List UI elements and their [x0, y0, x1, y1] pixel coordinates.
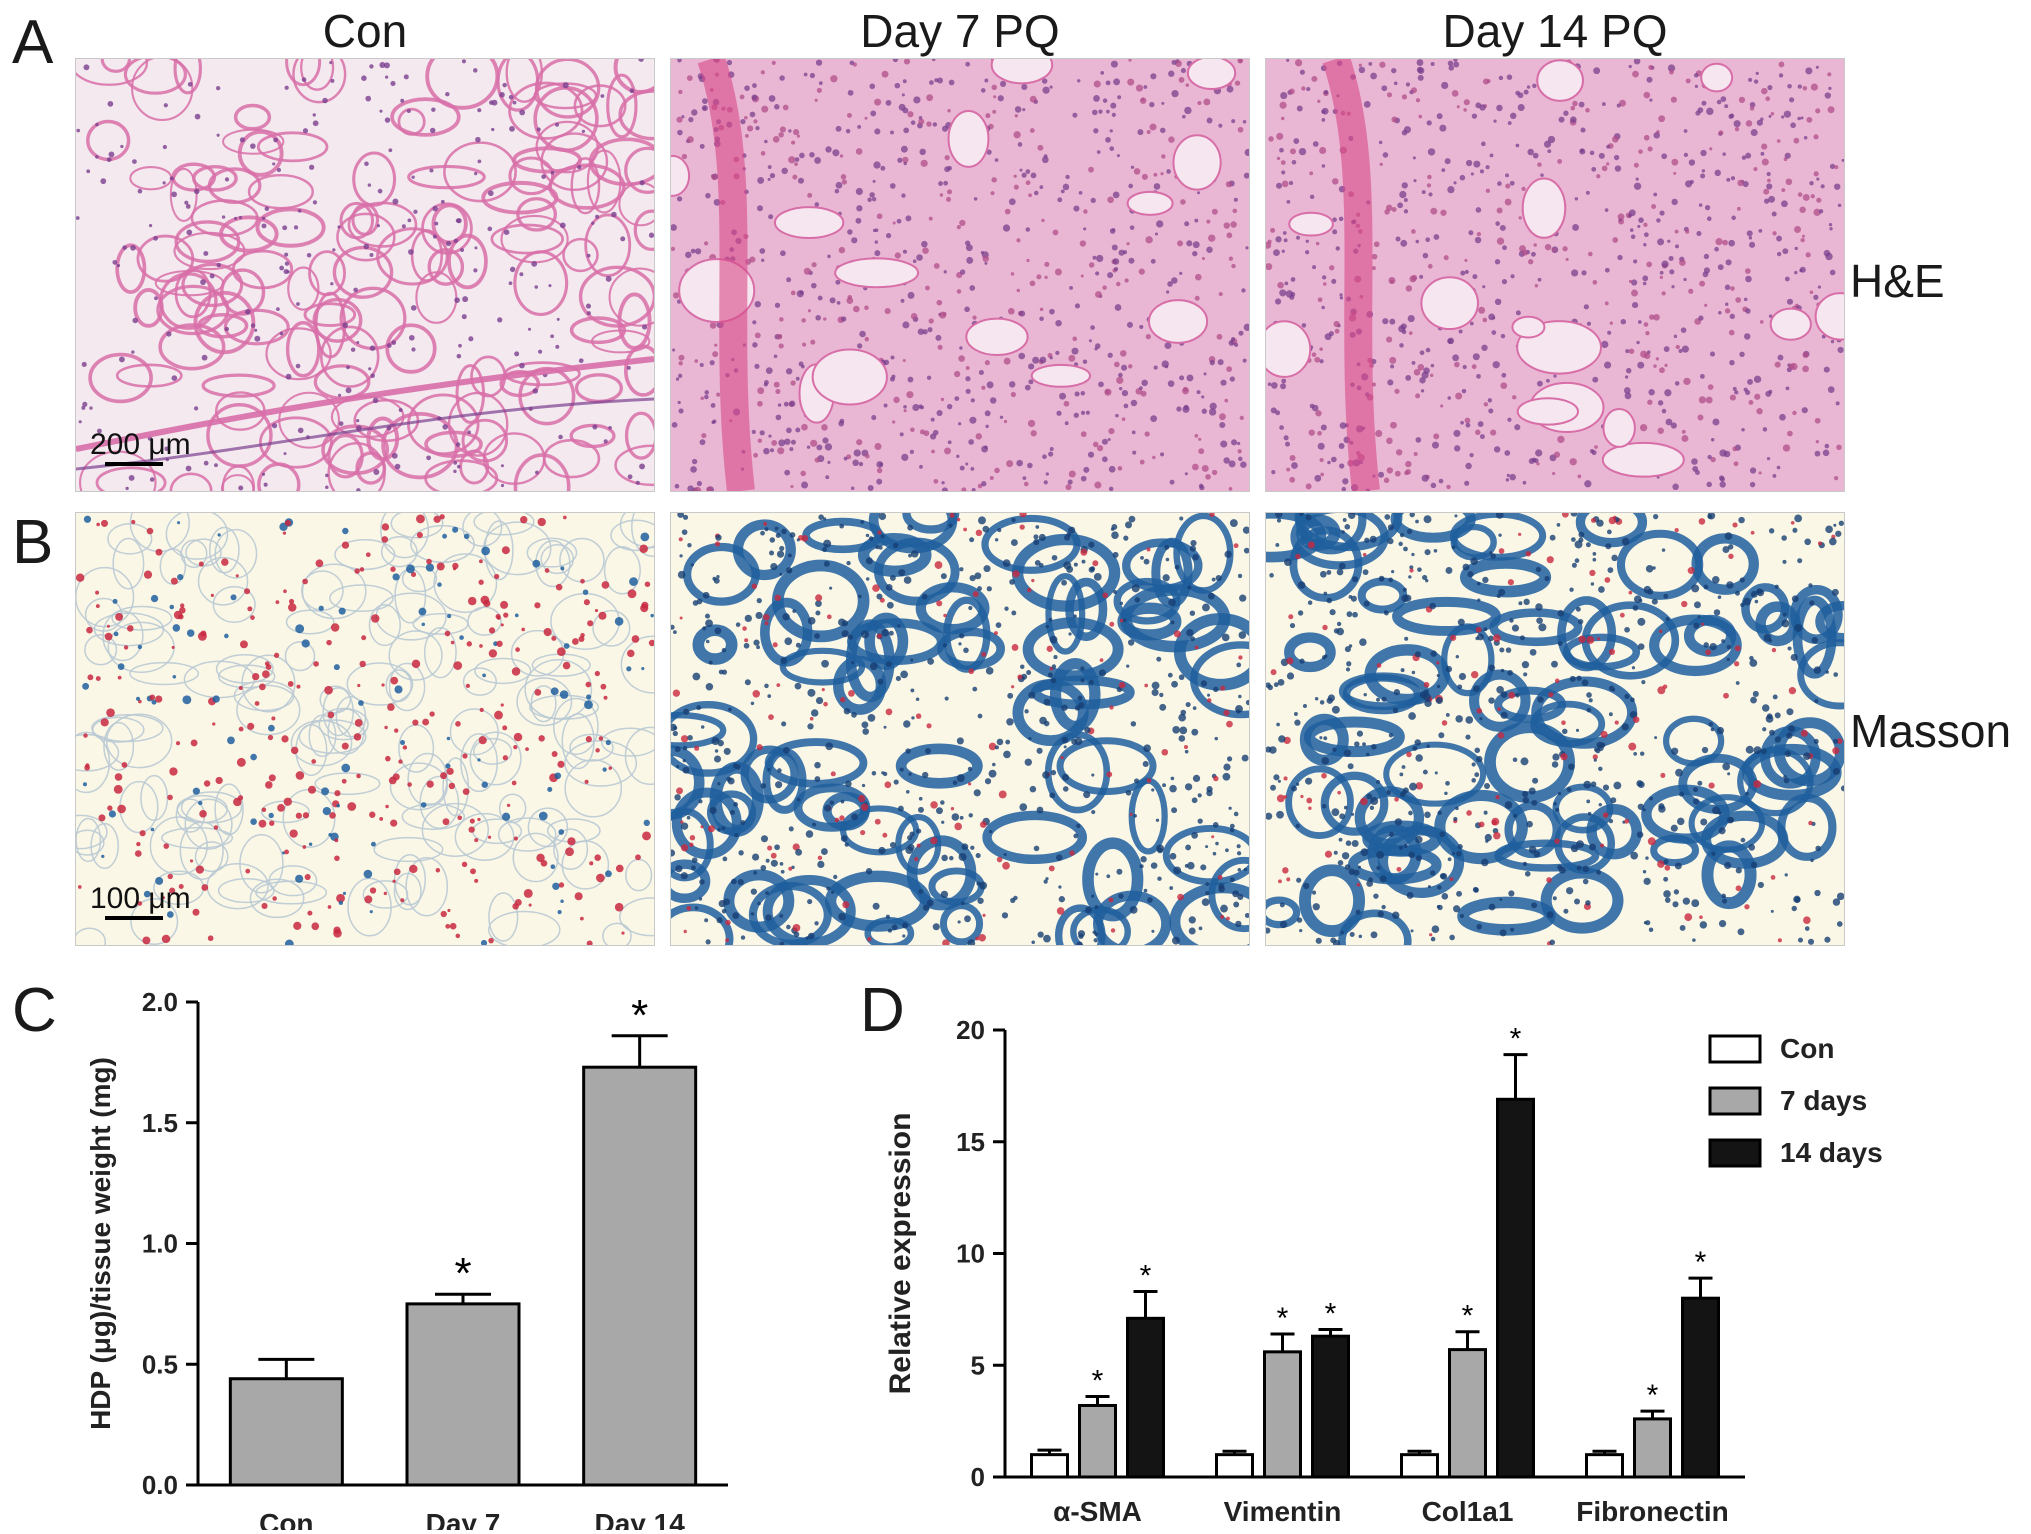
chart-d-legend-swatch [1708, 1138, 1762, 1168]
chart-d-legend-swatch [1708, 1034, 1762, 1064]
chart-c-bar [405, 1302, 521, 1487]
micrograph-masson-day7 [670, 512, 1250, 946]
chart-c-y-tick-label: 1.5 [142, 1108, 178, 1138]
chart-d-y-tick-label: 15 [956, 1127, 985, 1157]
chart-c-bar [582, 1065, 698, 1487]
chart-c-y-tick-label: 2.0 [142, 987, 178, 1017]
chart-d-significance-marker: * [1092, 1365, 1104, 1398]
scale-bar-he [105, 462, 163, 466]
chart-c-x-tick-label: Con [259, 1508, 313, 1530]
micrograph-he-day14 [1265, 58, 1845, 492]
chart-d-x-tick-label: Vimentin [1224, 1496, 1342, 1527]
chart-d-significance-marker: * [1695, 1246, 1707, 1279]
chart-d-bar [1215, 1453, 1254, 1479]
chart-d-bar [1585, 1453, 1624, 1479]
bar-chart-hydroxyproline: 0.0 0.5 1.0 1.5 2.0 HDP (μg)/tissue weight (m… [85, 987, 728, 1530]
chart-d-significance-marker: * [1462, 1300, 1474, 1333]
chart-c-bar [228, 1377, 344, 1487]
chart-d-legend-label: 14 days [1780, 1137, 1883, 1168]
micrograph-he-con [75, 58, 655, 492]
chart-c-x-tick-label: Day 7 [426, 1508, 501, 1530]
chart-d-bar [1126, 1316, 1165, 1479]
chart-d-y-tick-label: 10 [956, 1239, 985, 1269]
chart-d-bar [1030, 1453, 1069, 1479]
chart-c-y-tick-label: 0.0 [142, 1470, 178, 1500]
column-title-day14: Day 14 PQ [1442, 5, 1668, 57]
panel-letter-b: B [12, 508, 54, 577]
chart-d-significance-marker: * [1277, 1302, 1289, 1335]
chart-d-significance-marker: * [1140, 1259, 1152, 1292]
chart-d-x-tick-label: Fibronectin [1576, 1496, 1728, 1527]
scale-bar-label-he: 200 μm [90, 428, 191, 461]
chart-c-x-tick-label: Day 14 [595, 1508, 686, 1530]
chart-c-significance-marker: * [631, 991, 648, 1040]
chart-d-significance-marker: * [1510, 1023, 1522, 1056]
chart-d-legend-label: 7 days [1780, 1085, 1867, 1116]
chart-d-y-tick-label: 0 [971, 1462, 985, 1492]
column-title-day7: Day 7 PQ [860, 5, 1060, 57]
panel-letter-a: A [12, 8, 54, 77]
panel-letter-d: D [860, 976, 905, 1045]
chart-d-bar [1400, 1453, 1439, 1479]
chart-c-y-tick-label: 1.0 [142, 1229, 178, 1259]
chart-c-significance-marker: * [454, 1249, 471, 1298]
chart-d-bar [1263, 1350, 1302, 1479]
scale-bar-label-masson: 100 μm [90, 882, 191, 915]
chart-d-y-axis-label: Relative expression [884, 1113, 917, 1395]
chart-d-y-tick-label: 5 [971, 1350, 985, 1380]
chart-d-bar [1311, 1334, 1350, 1479]
micrograph-masson-day14 [1265, 512, 1845, 946]
chart-d-legend-label: Con [1780, 1033, 1834, 1064]
chart-d-x-tick-label: Col1a1 [1422, 1496, 1514, 1527]
micrograph-he-day7 [670, 58, 1250, 492]
chart-d-bar [1681, 1296, 1720, 1479]
column-title-con: Con [322, 5, 408, 57]
chart-d-significance-marker: * [1325, 1297, 1337, 1330]
row-label-he: H&E [1850, 255, 1945, 307]
row-label-masson: Masson [1850, 705, 2012, 757]
chart-d-bar [1496, 1097, 1535, 1479]
chart-d-significance-marker: * [1647, 1379, 1659, 1412]
micrograph-masson-con [75, 512, 655, 946]
chart-d-x-tick-label: α-SMA [1053, 1496, 1142, 1527]
chart-d-bar [1078, 1403, 1117, 1479]
chart-c-y-axis-label: HDP (μg)/tissue weight (mg) [85, 1057, 116, 1430]
chart-d-legend-swatch [1708, 1086, 1762, 1116]
panel-letter-c: C [12, 976, 57, 1045]
chart-d-bar [1633, 1417, 1672, 1479]
chart-c-y-tick-label: 0.5 [142, 1349, 178, 1379]
chart-d-bar [1448, 1348, 1487, 1479]
scale-bar-masson [105, 916, 163, 920]
chart-d-y-tick-label: 20 [956, 1015, 985, 1045]
bar-chart-relative-expression: 0 5 10 15 20 Relative expression * * α-SMA * * Vime… [884, 1015, 1883, 1527]
